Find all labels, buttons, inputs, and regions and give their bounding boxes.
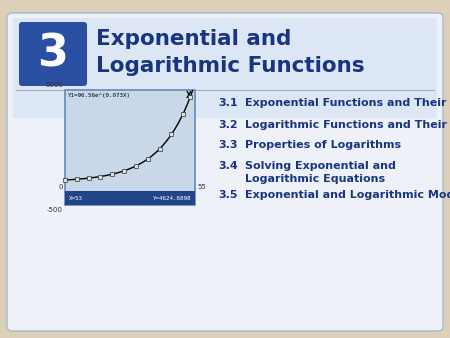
Text: 3.5: 3.5: [218, 190, 238, 200]
Text: Y=4624.6898: Y=4624.6898: [153, 195, 191, 200]
Text: X=53: X=53: [69, 195, 83, 200]
Text: 5000: 5000: [45, 82, 63, 88]
Bar: [65, 90, 195, 205]
Text: 3.3: 3.3: [218, 140, 238, 150]
Text: Logarithmic Equations: Logarithmic Equations: [245, 174, 385, 184]
Text: Solving Exponential and: Solving Exponential and: [245, 161, 396, 171]
Text: Exponential Functions and Their Graphs: Exponential Functions and Their Graphs: [245, 98, 450, 108]
Text: Properties of Logarithms: Properties of Logarithms: [245, 140, 401, 150]
Text: 0: 0: [58, 184, 63, 190]
Text: -500: -500: [47, 207, 63, 213]
Text: 3.2: 3.2: [218, 120, 238, 130]
Text: 3.4: 3.4: [218, 161, 238, 171]
Text: 3.1: 3.1: [218, 98, 238, 108]
Text: Exponential and: Exponential and: [96, 29, 292, 49]
FancyBboxPatch shape: [19, 22, 87, 86]
FancyBboxPatch shape: [7, 13, 443, 331]
Text: Y1=96.56e^(0.073X): Y1=96.56e^(0.073X): [68, 94, 131, 98]
Bar: [65, 191, 195, 205]
Text: 55: 55: [197, 184, 206, 190]
Text: Exponential and Logarithmic Models: Exponential and Logarithmic Models: [245, 190, 450, 200]
Text: X: X: [186, 91, 192, 99]
Bar: [13, 18, 437, 118]
Text: Logarithmic Functions: Logarithmic Functions: [96, 56, 364, 76]
Text: 3: 3: [37, 32, 68, 75]
Text: Logarithmic Functions and Their Graphs: Logarithmic Functions and Their Graphs: [245, 120, 450, 130]
